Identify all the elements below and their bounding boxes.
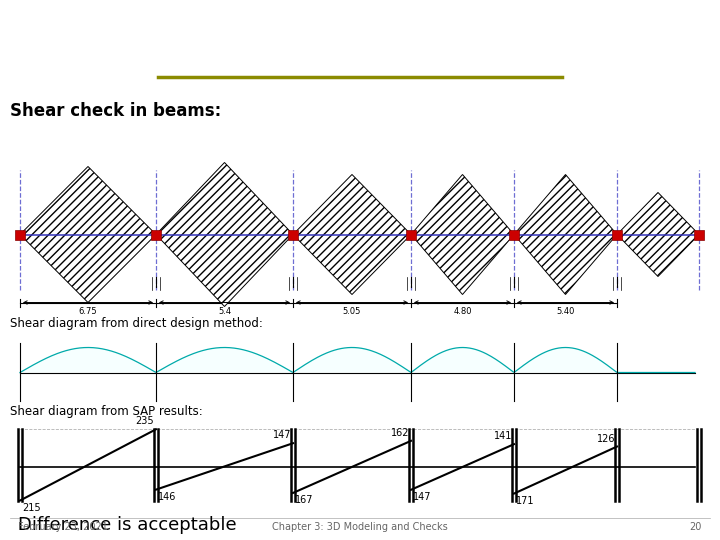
Polygon shape [20, 166, 156, 302]
Text: 5.4: 5.4 [218, 307, 231, 315]
Text: February 23, 2021: February 23, 2021 [18, 522, 108, 532]
Text: 147: 147 [272, 430, 291, 440]
Text: Chapter 3: 3D Modeling and Checks: Chapter 3: 3D Modeling and Checks [272, 522, 448, 532]
Text: Shear diagram from SAP results:: Shear diagram from SAP results: [10, 404, 203, 417]
Text: 6.75: 6.75 [78, 307, 97, 315]
Polygon shape [411, 174, 514, 294]
Bar [15, 230, 25, 240]
Bar [694, 230, 704, 240]
Text: 146: 146 [158, 491, 176, 502]
Text: 5.05: 5.05 [343, 307, 361, 315]
Bar [288, 230, 298, 240]
Bar [406, 230, 416, 240]
Text: Internal Forces Check: Internal Forces Check [199, 25, 521, 51]
Text: 4.80: 4.80 [454, 307, 472, 315]
Text: 215: 215 [22, 503, 40, 512]
Text: 141: 141 [494, 431, 512, 441]
Polygon shape [411, 348, 514, 373]
Polygon shape [514, 348, 617, 373]
Bar [151, 230, 161, 240]
Bar [612, 230, 622, 240]
Text: 147: 147 [413, 492, 431, 502]
Text: 5.40: 5.40 [557, 307, 575, 315]
Polygon shape [293, 348, 411, 373]
Text: 235: 235 [135, 416, 154, 426]
Bar [509, 230, 519, 240]
Text: Shear diagram from direct design method:: Shear diagram from direct design method: [10, 316, 263, 329]
Polygon shape [293, 174, 411, 294]
Text: 20: 20 [690, 522, 702, 532]
Polygon shape [617, 192, 699, 276]
Text: 162: 162 [390, 428, 409, 438]
Text: 126: 126 [596, 434, 615, 443]
Text: Difference is acceptable: Difference is acceptable [18, 516, 237, 535]
Polygon shape [20, 348, 156, 373]
Polygon shape [156, 163, 293, 307]
Text: 167: 167 [295, 495, 313, 505]
Polygon shape [514, 174, 617, 294]
Text: 171: 171 [516, 496, 534, 505]
Polygon shape [156, 348, 293, 373]
Text: Shear check in beams:: Shear check in beams: [10, 103, 221, 120]
